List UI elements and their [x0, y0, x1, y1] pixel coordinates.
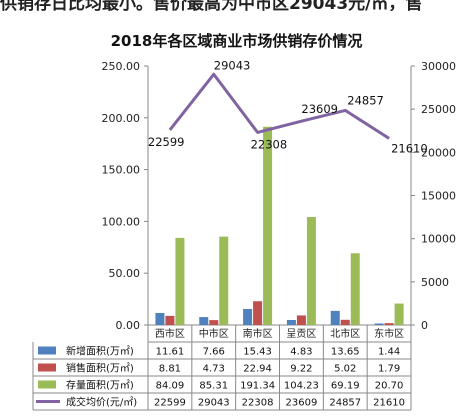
price-point-label: 22308: [251, 137, 288, 151]
table-value: 11.61: [156, 347, 185, 358]
x-category-label: 中市区: [199, 327, 229, 340]
bar-1-2: [219, 236, 229, 325]
bar-2-2: [263, 126, 273, 325]
table-value: 191.34: [240, 381, 275, 392]
truncated-header-text: 供销存日比均最小。售价最高为中市区29043元/㎡，售: [0, 0, 423, 11]
x-category-label: 北市区: [330, 327, 360, 340]
bar-5-2: [394, 303, 404, 325]
table-value: 13.65: [331, 347, 360, 358]
y-right-tick-label: 25000: [421, 103, 456, 116]
table-value: 24857: [329, 398, 361, 409]
y-right-tick-label: 20000: [421, 146, 456, 159]
table-value: 29043: [198, 398, 230, 409]
legend-swatch: [38, 380, 56, 389]
table-value: 85.31: [199, 381, 228, 392]
y-right-tick-label: 5000: [421, 276, 449, 289]
bar-4-0: [330, 310, 340, 325]
price-point-label: 23609: [301, 102, 338, 116]
table-value: 1.79: [378, 364, 400, 375]
bar-4-1: [340, 319, 350, 325]
table-value: 5.02: [334, 364, 356, 375]
y-right-tick-label: 30000: [421, 60, 456, 73]
table-value: 7.66: [203, 347, 225, 358]
y-right-tick-label: 15000: [421, 190, 456, 203]
y-left-tick-label: 100.00: [102, 215, 141, 228]
table-value: 22308: [242, 398, 274, 409]
price-point-label: 29043: [214, 58, 251, 72]
legend-series-name: 新增面积(万㎡): [66, 345, 134, 358]
table-value: 104.23: [284, 381, 319, 392]
y-right-tick-label: 0: [421, 319, 428, 332]
price-line: [168, 72, 390, 140]
y-left-tick-label: 150.00: [102, 164, 141, 177]
table-value: 22.94: [243, 364, 272, 375]
bar-3-0: [286, 319, 296, 325]
bar-0-2: [175, 237, 185, 325]
bar-4-2: [350, 253, 360, 325]
bar-2-0: [243, 309, 253, 325]
bar-3-2: [306, 217, 316, 325]
bar-0-0: [155, 312, 165, 325]
x-category-label: 南市区: [243, 327, 273, 340]
legend-swatch: [38, 363, 56, 372]
y-left-tick-label: 250.00: [102, 60, 141, 73]
table-value: 4.73: [203, 364, 225, 375]
bar-5-1: [384, 323, 394, 325]
table-value: 20.70: [375, 381, 404, 392]
y-left-tick-label: 50.00: [109, 267, 141, 280]
table-value: 21610: [373, 398, 405, 409]
table-value: 9.22: [290, 364, 312, 375]
table-value: 69.19: [331, 381, 360, 392]
bar-1-1: [209, 320, 219, 325]
bar-2-1: [253, 301, 263, 325]
x-category-label: 东市区: [374, 327, 404, 340]
legend-swatch: [38, 346, 56, 355]
table-value: 4.83: [290, 347, 312, 358]
table-value: 23609: [286, 398, 318, 409]
y-left-tick-label: 0.00: [116, 319, 141, 332]
legend-series-name: 存量面积(万㎡): [66, 379, 134, 392]
price-point-label: 22599: [148, 135, 185, 149]
x-category-label: 呈贡区: [286, 328, 316, 340]
table-value: 15.43: [243, 347, 272, 358]
bar-5-0: [374, 323, 384, 325]
table-value: 8.81: [159, 364, 181, 375]
x-category-label: 西市区: [155, 327, 185, 340]
price-point-label: 21610: [391, 141, 428, 155]
bar-1-0: [199, 317, 209, 325]
bar-0-1: [165, 315, 175, 325]
y-left-tick-label: 200.00: [102, 112, 141, 125]
y-right-tick-label: 10000: [421, 233, 456, 246]
legend-series-name: 销售面积(万㎡): [66, 362, 134, 375]
table-value: 84.09: [156, 381, 185, 392]
table-value: 22599: [154, 398, 186, 409]
bar-3-1: [296, 315, 306, 325]
price-point-label: 24857: [347, 93, 384, 107]
table-value: 1.44: [378, 347, 400, 358]
chart-title: 2018年各区域商业市场供销存价情况: [110, 32, 363, 50]
legend-series-name: 成交均价(元/㎡): [66, 396, 137, 409]
